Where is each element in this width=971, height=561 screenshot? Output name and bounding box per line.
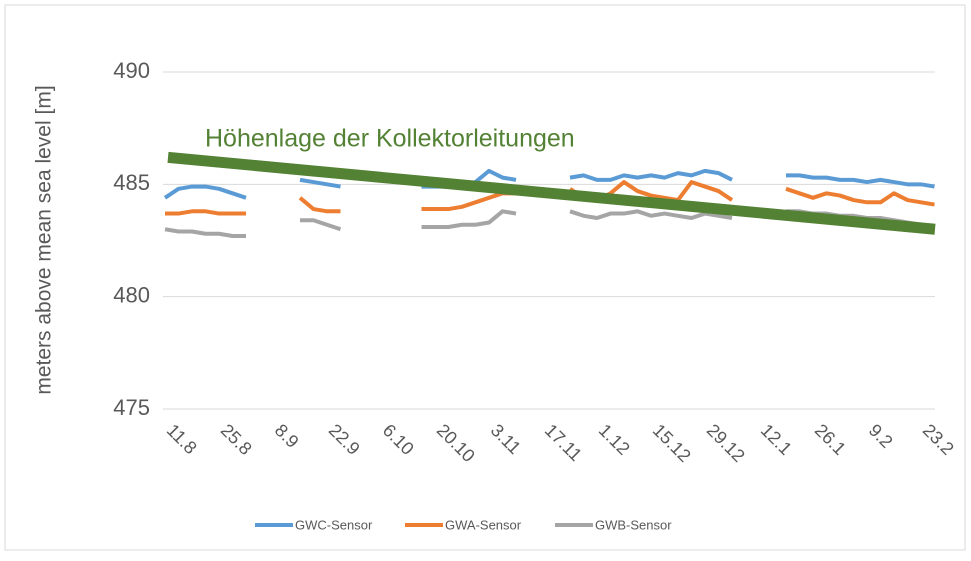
y-tick-label: 475: [113, 395, 150, 420]
legend-label: GWB-Sensor: [595, 517, 672, 532]
series-line: [164, 209, 935, 239]
legend-label: GWA-Sensor: [445, 517, 522, 532]
y-tick-label: 480: [113, 282, 150, 307]
series-line: [165, 180, 935, 216]
y-axis-label: meters above mean sea level [m]: [33, 85, 56, 394]
annotation-text: Höhenlage der Kollektorleitungen: [205, 125, 575, 153]
legend-label: GWC-Sensor: [295, 517, 373, 532]
annotation-line: [167, 151, 936, 235]
chart-frame: [4, 4, 966, 551]
y-tick-label: 490: [113, 58, 150, 83]
y-tick-label: 485: [113, 170, 150, 195]
